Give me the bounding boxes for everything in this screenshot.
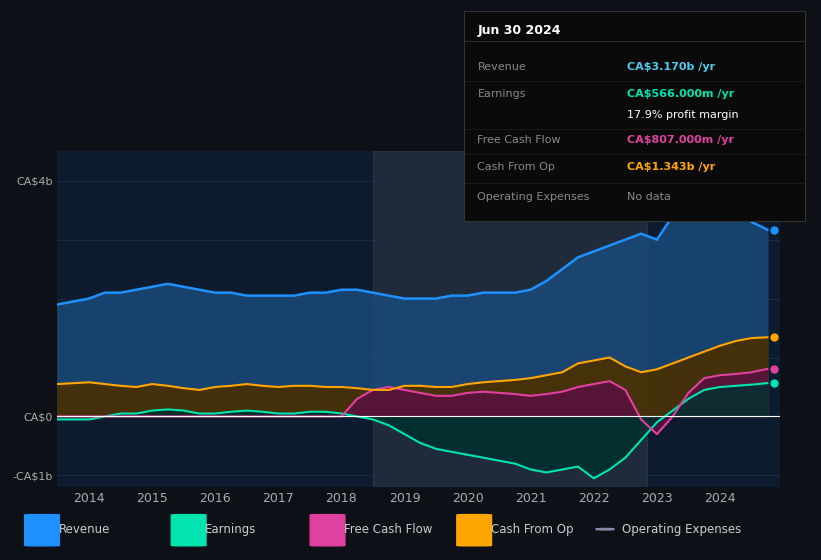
Text: Operating Expenses: Operating Expenses [478, 192, 589, 202]
Text: CA$807.000m /yr: CA$807.000m /yr [627, 135, 735, 145]
Text: CA$566.000m /yr: CA$566.000m /yr [627, 89, 735, 99]
Text: Free Cash Flow: Free Cash Flow [344, 522, 433, 536]
Text: CA$3.170b /yr: CA$3.170b /yr [627, 62, 716, 72]
FancyBboxPatch shape [310, 515, 345, 546]
Text: Operating Expenses: Operating Expenses [622, 522, 741, 536]
Text: Revenue: Revenue [478, 62, 526, 72]
Text: Cash From Op: Cash From Op [478, 162, 555, 172]
FancyBboxPatch shape [456, 515, 492, 546]
Text: Earnings: Earnings [205, 522, 257, 536]
FancyBboxPatch shape [25, 515, 59, 546]
Bar [373, 151, 648, 487]
Text: Jun 30 2024: Jun 30 2024 [478, 24, 561, 37]
Text: Earnings: Earnings [478, 89, 526, 99]
Text: Revenue: Revenue [58, 522, 110, 536]
Text: No data: No data [627, 192, 672, 202]
FancyBboxPatch shape [172, 515, 206, 546]
Text: CA$1.343b /yr: CA$1.343b /yr [627, 162, 716, 172]
Text: 17.9% profit margin: 17.9% profit margin [627, 110, 739, 120]
Text: Cash From Op: Cash From Op [491, 522, 573, 536]
Text: Free Cash Flow: Free Cash Flow [478, 135, 561, 145]
